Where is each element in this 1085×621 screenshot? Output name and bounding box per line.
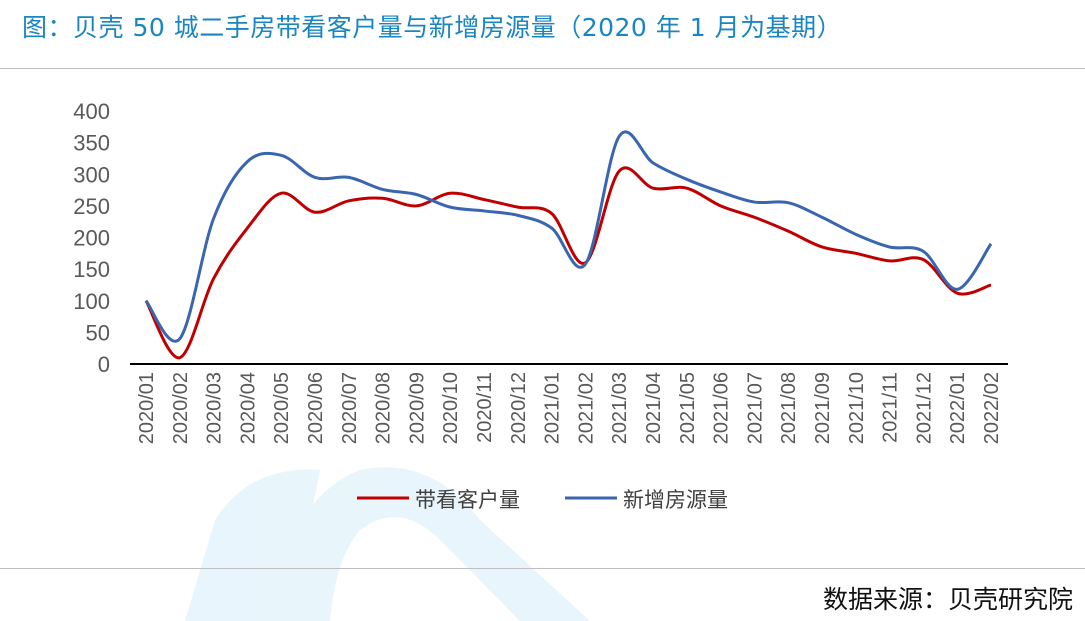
x-tick-label: 2020/04 — [237, 372, 259, 444]
x-tick-label: 2021/12 — [913, 372, 935, 444]
x-tick-label: 2020/06 — [305, 372, 327, 444]
x-tick-label: 2020/05 — [271, 372, 293, 444]
series-line-1 — [144, 166, 992, 360]
x-tick-label: 2020/12 — [508, 372, 530, 444]
x-tick-label: 2020/08 — [373, 372, 395, 444]
x-tick-label: 2020/03 — [204, 372, 226, 444]
x-tick-label: 2021/09 — [812, 372, 834, 444]
x-tick-label: 2021/06 — [711, 372, 733, 444]
x-tick-label: 2022/01 — [947, 372, 969, 444]
x-tick-label: 2021/03 — [609, 372, 631, 444]
legend-label: 带看客户量 — [415, 488, 520, 512]
x-tick-label: 2021/07 — [744, 372, 766, 444]
x-tick-label: 2020/09 — [406, 372, 428, 444]
x-tick-label: 2020/10 — [440, 372, 462, 444]
x-tick-label: 2021/11 — [880, 372, 902, 443]
x-tick-label: 2021/08 — [778, 372, 800, 444]
series-line-2 — [144, 130, 993, 343]
y-tick-label: 150 — [73, 257, 110, 282]
y-tick-label: 200 — [73, 226, 110, 251]
y-tick-label: 300 — [73, 162, 110, 187]
y-tick-label: 250 — [73, 194, 110, 219]
x-tick-label: 2022/02 — [981, 372, 1003, 444]
x-tick-label: 2020/02 — [170, 372, 192, 444]
x-tick-label: 2021/04 — [643, 372, 665, 444]
legend-label: 新增房源量 — [623, 488, 728, 512]
watermark-logo — [185, 467, 590, 621]
x-tick-label: 2021/10 — [846, 372, 868, 444]
y-tick-label: 0 — [98, 352, 110, 377]
y-tick-label: 400 — [73, 99, 110, 124]
top-divider — [0, 68, 1085, 69]
y-tick-label: 100 — [73, 289, 110, 314]
x-tick-label: 2021/05 — [677, 372, 699, 444]
y-tick-label: 50 — [86, 320, 110, 345]
x-tick-label: 2021/01 — [542, 372, 564, 444]
x-tick-label: 2020/01 — [136, 372, 158, 444]
source-note: 数据来源：贝壳研究院 — [822, 585, 1073, 614]
x-tick-label: 2021/02 — [575, 372, 597, 444]
chart-title: 图：贝壳 50 城二手房带看客户量与新增房源量（2020 年 1 月为基期） — [22, 13, 843, 42]
x-tick-label: 2020/11 — [474, 372, 496, 443]
y-tick-label: 350 — [73, 131, 110, 156]
bottom-divider — [0, 568, 1085, 569]
x-tick-label: 2020/07 — [339, 372, 361, 444]
